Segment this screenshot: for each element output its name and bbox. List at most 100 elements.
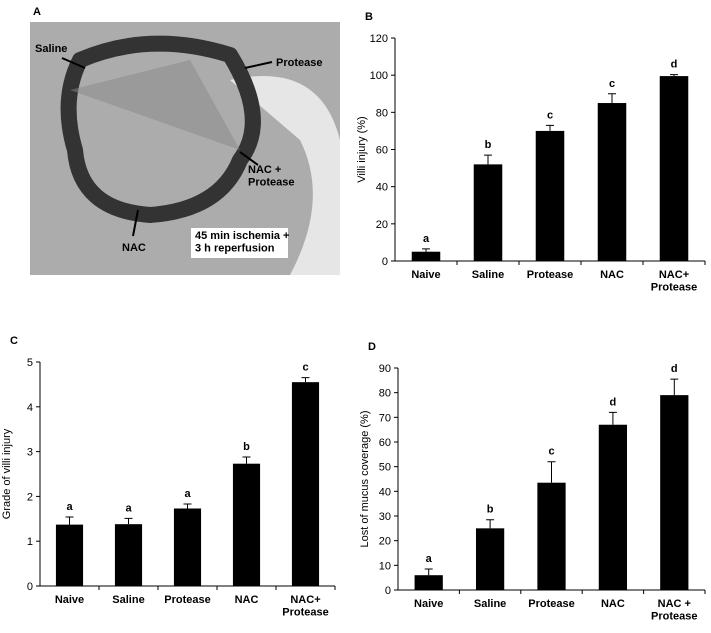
y-axis-label: Villi injury (%) xyxy=(356,116,368,182)
panel-label: C xyxy=(10,335,18,347)
x-tick-label: Protease xyxy=(528,598,574,610)
y-tick-label: 60 xyxy=(379,437,391,449)
error-bar xyxy=(65,516,74,525)
bar xyxy=(535,130,565,261)
x-tick-label: Saline xyxy=(112,594,144,606)
error-bar xyxy=(547,461,556,483)
photo-panel: A Saline Protease NAC + Protease NAC 45 m… xyxy=(30,6,340,275)
photo-intestine xyxy=(60,35,261,223)
panel-label: D xyxy=(368,341,376,353)
annotation: a xyxy=(423,233,430,245)
error-bar xyxy=(422,248,430,252)
error-bar xyxy=(484,154,492,165)
error-bar xyxy=(670,378,679,396)
x-tick-label: Protease xyxy=(527,269,573,281)
y-tick-label: 1 xyxy=(27,536,33,548)
bar xyxy=(475,528,505,590)
x-tick-label: Saline xyxy=(472,269,504,281)
y-tick-label: 5 xyxy=(27,357,33,369)
error-bar xyxy=(124,517,133,525)
annotation: b xyxy=(243,441,250,453)
error-bar xyxy=(486,519,495,529)
x-tick-label: Naive xyxy=(55,594,84,606)
bar xyxy=(537,482,566,590)
x-tick-label: NAC xyxy=(601,598,625,610)
panel-label: A xyxy=(33,6,41,18)
bar xyxy=(232,463,261,586)
y-tick-label: 60 xyxy=(376,145,388,157)
caption-box xyxy=(191,228,288,258)
x-tick-label: NAC+ Protease xyxy=(651,269,697,294)
annotation: d xyxy=(671,363,678,375)
annotation: b xyxy=(487,504,494,516)
photo-caption: 45 min ischemia +3 h reperfusion xyxy=(195,230,289,255)
error-bar xyxy=(546,124,554,131)
x-tick-label: Naive xyxy=(411,269,440,281)
y-axis-label: Lost of mucus coverage (%) xyxy=(359,411,371,548)
annotation: c xyxy=(547,109,553,121)
annotation: c xyxy=(548,446,554,458)
annotation: d xyxy=(610,396,617,408)
chart: B Villi injury (%) 0 20 40 60 80 100 120 Naive a Sa… xyxy=(356,11,706,294)
error-bar xyxy=(608,93,616,104)
y-tick-label: 120 xyxy=(370,33,388,45)
x-tick-label: NAC xyxy=(600,269,624,281)
y-tick-label: 50 xyxy=(379,462,391,474)
photo-label: Saline xyxy=(35,43,67,55)
panel-label: B xyxy=(365,11,373,23)
annotation: c xyxy=(609,78,615,90)
bar xyxy=(55,524,84,586)
error-bar xyxy=(301,377,310,383)
error-bar xyxy=(183,503,192,509)
y-tick-label: 0 xyxy=(382,256,388,268)
x-tick-label: NAC+ Protease xyxy=(282,594,328,619)
photo-bg xyxy=(230,76,340,275)
x-tick-label: Naive xyxy=(414,598,443,610)
bar xyxy=(411,251,441,261)
photo-mesentery xyxy=(70,60,240,150)
annotation: c xyxy=(302,362,308,374)
y-tick-label: 100 xyxy=(370,70,388,82)
error-bar xyxy=(242,456,251,464)
annotation: a xyxy=(184,488,191,500)
error-bar xyxy=(670,74,678,77)
y-tick-label: 90 xyxy=(379,363,391,375)
bar xyxy=(597,103,627,262)
y-tick-label: 0 xyxy=(385,585,391,597)
y-tick-label: 40 xyxy=(376,182,388,194)
arrow xyxy=(239,151,259,166)
x-tick-label: Saline xyxy=(474,598,506,610)
y-tick-label: 30 xyxy=(379,511,391,523)
bar xyxy=(598,424,628,590)
chart: D Lost of mucus coverage (%) 0 10 20 30 40 50 60… xyxy=(359,341,706,623)
y-tick-label: 80 xyxy=(379,388,391,400)
bar xyxy=(660,395,689,590)
arrow xyxy=(132,209,139,237)
annotation: a xyxy=(426,553,433,565)
bar xyxy=(114,524,143,586)
y-tick-label: 20 xyxy=(379,536,391,548)
y-tick-label: 70 xyxy=(379,412,391,424)
y-tick-label: 3 xyxy=(27,447,33,459)
error-bar xyxy=(608,411,617,425)
photo-label: Protease xyxy=(276,57,322,69)
y-tick-label: 4 xyxy=(27,402,33,414)
y-tick-label: 10 xyxy=(379,560,391,572)
annotation: d xyxy=(671,59,678,71)
bar xyxy=(659,76,689,262)
y-tick-label: 2 xyxy=(27,491,33,503)
photo-label: NAC + Protease xyxy=(248,164,294,189)
bar xyxy=(414,575,443,590)
annotation: a xyxy=(125,502,132,514)
y-tick-label: 0 xyxy=(27,581,33,593)
y-axis-label: Grade of villi injury xyxy=(1,428,13,519)
arrow xyxy=(244,61,273,69)
chart: C Grade of villi injury 0 1 2 3 4 5 Naive a Saline… xyxy=(1,335,336,619)
photo-label: NAC xyxy=(122,242,146,254)
x-tick-label: NAC xyxy=(235,594,259,606)
y-tick-label: 80 xyxy=(376,107,388,119)
y-tick-label: 40 xyxy=(379,486,391,498)
bar xyxy=(473,164,503,261)
bar xyxy=(173,508,202,586)
